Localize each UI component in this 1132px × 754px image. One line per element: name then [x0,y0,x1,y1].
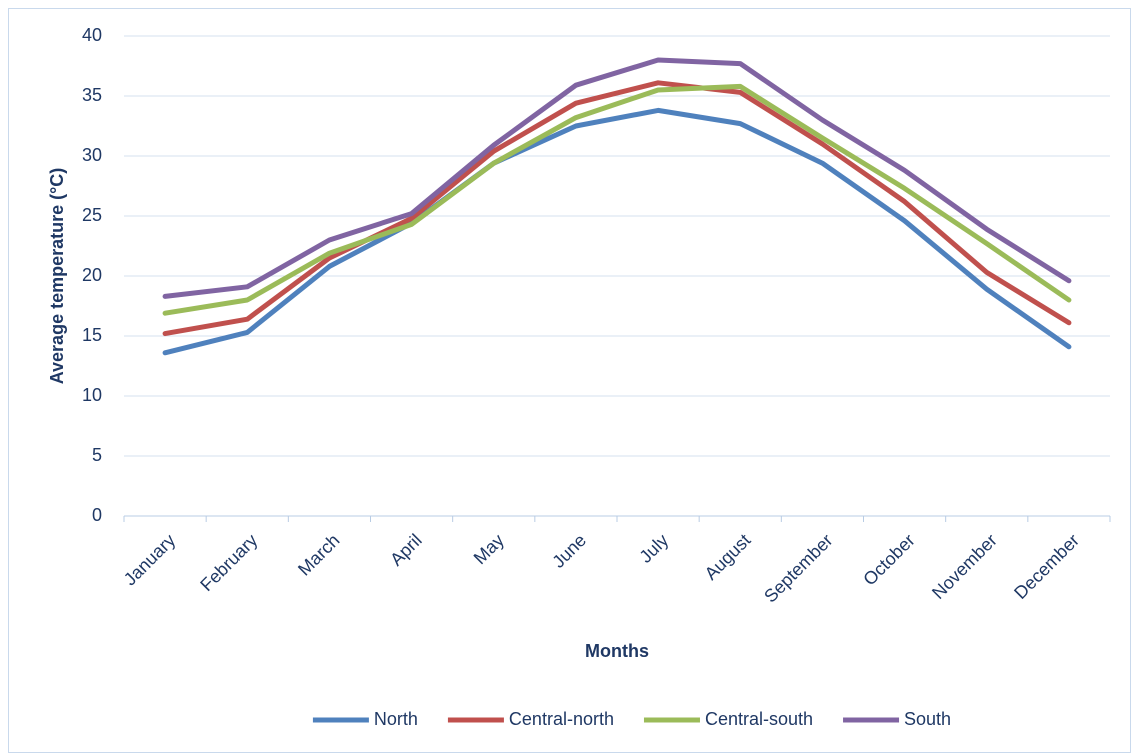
y-axis-title: Average temperature (°C) [47,168,67,385]
y-tick-label: 10 [82,385,102,405]
series-line [162,57,1072,299]
y-tick-label: 20 [82,265,102,285]
series-line [162,83,1072,316]
y-tick-label: 5 [92,445,102,465]
legend-label: South [904,709,951,729]
y-tick-label: 35 [82,85,102,105]
legend-label: Central-north [509,709,614,729]
legend-label: North [374,709,418,729]
y-tick-label: 40 [82,25,102,45]
series-line [162,107,1072,356]
y-tick-label: 15 [82,325,102,345]
chart-frame [8,8,1131,753]
y-tick-label: 0 [92,505,102,525]
y-tick-label: 30 [82,145,102,165]
series-line [162,80,1072,337]
y-tick-label: 25 [82,205,102,225]
x-axis-title: Months [585,641,649,661]
legend-label: Central-south [705,709,813,729]
